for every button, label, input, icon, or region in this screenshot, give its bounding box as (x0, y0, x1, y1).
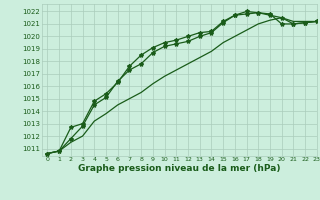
X-axis label: Graphe pression niveau de la mer (hPa): Graphe pression niveau de la mer (hPa) (78, 164, 280, 173)
